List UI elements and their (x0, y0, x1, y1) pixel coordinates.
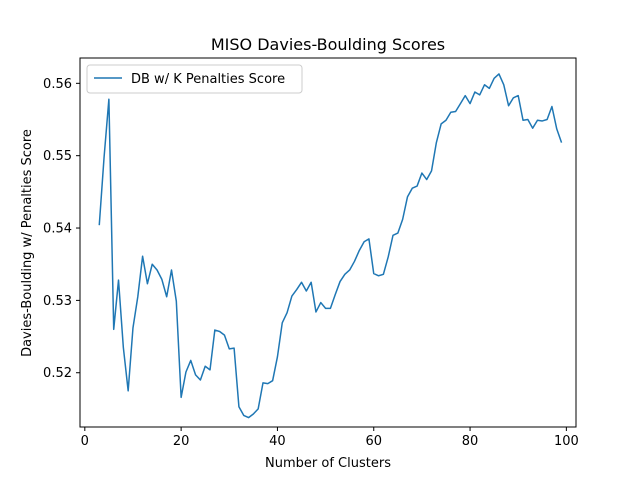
x-tick-label: 80 (462, 434, 479, 449)
plot-area (79, 57, 577, 428)
x-tick-label: 60 (365, 434, 382, 449)
legend-box (86, 64, 303, 94)
axis-ticks: 0 20 40 60 80 100 0.52 0.53 0.54 0.55 0.56 (43, 77, 579, 449)
y-tick-label: 0.55 (43, 149, 72, 164)
x-tick-label: 100 (554, 434, 579, 449)
legend: DB w/ K Penalties Score (86, 64, 303, 94)
x-tick-label: 20 (173, 434, 190, 449)
series-line (98, 73, 563, 419)
y-axis-label: Davies-Boulding w/ Penalties Score (20, 129, 35, 357)
y-tick-label: 0.56 (43, 77, 72, 92)
legend-entry: DB w/ K Penalties Score (131, 72, 285, 87)
x-tick-label: 0 (81, 434, 89, 449)
y-tick-label: 0.53 (43, 294, 72, 309)
x-axis-label: Number of Clusters (265, 456, 391, 471)
chart-title: MISO Davies-Boulding Scores (211, 35, 445, 54)
y-tick-label: 0.52 (43, 366, 72, 381)
x-tick-label: 40 (269, 434, 286, 449)
plot-frame (79, 57, 577, 428)
y-tick-label: 0.54 (43, 222, 72, 237)
